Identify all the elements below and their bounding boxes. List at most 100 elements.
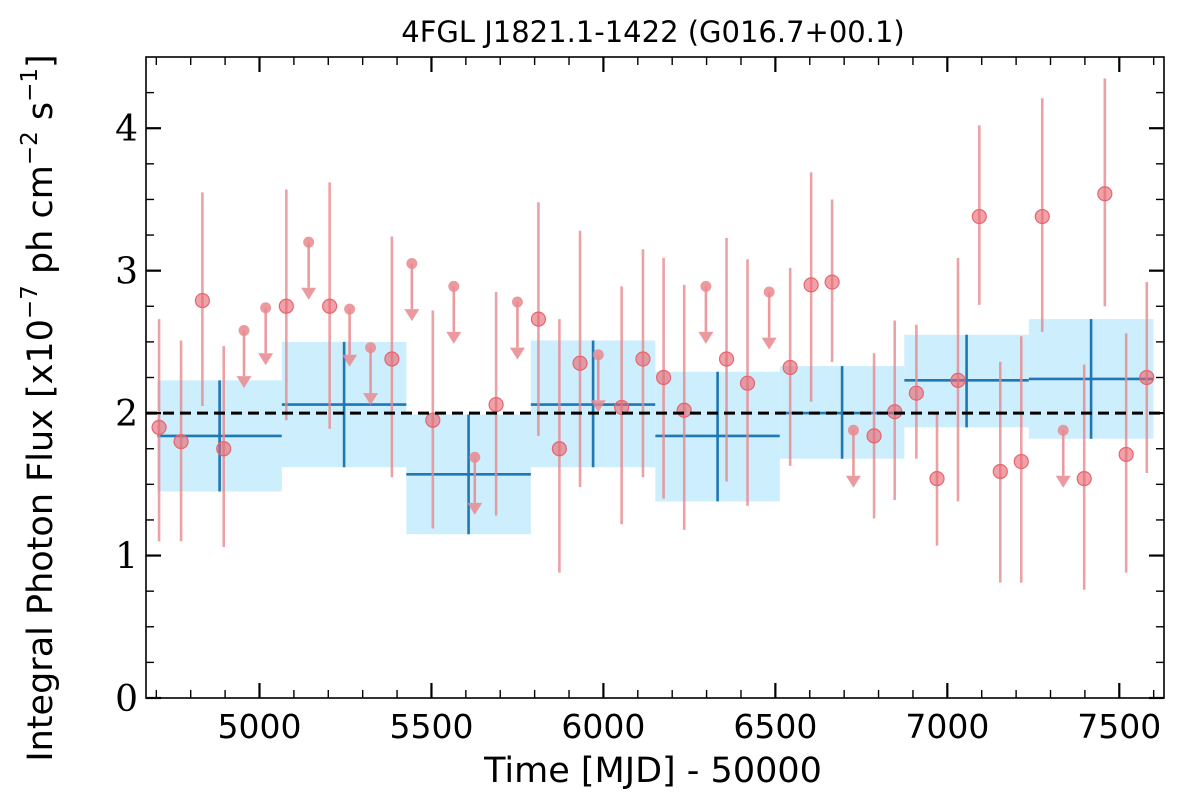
upper-limit-7 — [301, 236, 317, 300]
flux-marker — [425, 412, 441, 428]
y-axis-label-part-a: Integral Photon Flux [x10 — [21, 319, 61, 762]
upper-limit-cap — [511, 296, 523, 308]
long-bin-2 — [406, 414, 531, 535]
long-bin-7 — [1028, 319, 1154, 439]
upper-limit-9 — [342, 303, 358, 367]
flux-marker — [635, 351, 651, 367]
flux-marker — [971, 208, 987, 225]
flux-point-41 — [1013, 336, 1029, 583]
flux-marker — [322, 298, 338, 314]
flux-point-6 — [278, 189, 294, 421]
upper-limit-cap — [448, 280, 460, 292]
flux-point-30 — [782, 267, 798, 466]
short-bins-layer — [151, 78, 1155, 590]
upper-limit-cap — [847, 424, 859, 436]
flux-marker — [908, 385, 924, 401]
upper-limit-arrow — [467, 502, 483, 515]
x-tick-label: 7000 — [905, 707, 989, 746]
upper-limit-cap — [238, 324, 250, 336]
upper-limit-4 — [236, 324, 252, 389]
flux-marker — [1013, 453, 1029, 470]
flux-marker — [572, 355, 588, 371]
upper-limit-33 — [845, 424, 861, 488]
y-axis-label-part-b: ph cm — [21, 165, 61, 285]
upper-limit-arrow — [761, 337, 777, 350]
flux-point-23 — [635, 249, 651, 478]
flux-marker — [782, 359, 798, 376]
upper-limit-12 — [404, 258, 420, 322]
flux-point-45 — [1097, 78, 1113, 307]
flux-point-38 — [950, 257, 966, 502]
flux-marker — [384, 351, 400, 367]
x-tick-label: 6500 — [733, 707, 817, 746]
flux-point-47 — [1139, 282, 1155, 473]
x-axis-label: Time [MJD] - 50000 — [483, 751, 822, 791]
upper-limit-cap — [344, 303, 356, 315]
flux-point-8 — [322, 182, 338, 429]
long-bins-layer — [157, 319, 1154, 535]
flux-point-36 — [908, 324, 924, 459]
flux-marker — [551, 441, 567, 457]
y-axis-label-part-c: s — [21, 102, 61, 131]
flux-point-35 — [887, 320, 903, 501]
flux-marker — [655, 369, 672, 386]
flux-marker — [194, 292, 211, 309]
flux-marker — [1076, 471, 1092, 487]
upper-limit-arrow — [845, 475, 861, 488]
upper-limit-cap — [700, 280, 712, 292]
upper-limit-arrow — [236, 376, 252, 389]
flux-marker — [676, 402, 692, 418]
upper-limit-arrow — [590, 400, 606, 413]
x-tick-label: 7500 — [1077, 707, 1161, 746]
flux-marker — [1097, 186, 1113, 202]
upper-limit-cap — [406, 258, 418, 270]
flux-marker — [216, 441, 232, 457]
plot-frame — [145, 56, 1165, 699]
long-bin-6 — [904, 334, 1029, 428]
upper-limit-cap — [592, 349, 604, 361]
x-tick-labels: 5000 5500 6000 6500 7000 7500 — [218, 707, 1162, 746]
y-axis-label: Integral Photon Flux [x10−7 ph cm−2 s−1] — [17, 54, 61, 761]
upper-limit-15 — [467, 451, 483, 515]
upper-limit-cap — [303, 236, 315, 248]
y-axis-label-part-d: ] — [21, 54, 61, 68]
flux-marker — [992, 463, 1008, 480]
upper-limit-arrow — [258, 353, 274, 366]
flux-point-0 — [151, 319, 167, 542]
upper-limit-arrow — [509, 347, 525, 360]
flux-marker — [151, 419, 167, 435]
upper-limit-cap — [365, 342, 377, 354]
flux-marker — [614, 399, 630, 416]
flux-marker — [824, 274, 840, 290]
flux-marker — [488, 396, 504, 413]
flux-point-34 — [866, 353, 882, 519]
flux-point-27 — [718, 237, 735, 482]
x-tick-label: 5500 — [389, 707, 473, 746]
flux-marker — [1118, 446, 1134, 463]
upper-limit-arrow — [363, 393, 379, 406]
upper-limit-arrow — [301, 287, 317, 300]
flux-point-31 — [803, 172, 819, 402]
flux-point-46 — [1118, 333, 1134, 573]
flux-marker — [739, 375, 756, 391]
x-tick-label: 6000 — [561, 707, 645, 746]
upper-limit-21 — [590, 349, 606, 413]
upper-limit-arrow — [1055, 475, 1071, 488]
flux-point-2 — [194, 192, 211, 406]
long-bin-0 — [157, 380, 282, 492]
flux-point-18 — [530, 202, 547, 436]
flux-marker — [866, 428, 882, 444]
flux-point-28 — [739, 259, 756, 506]
y-axis-label-sup-a: −7 — [17, 285, 43, 319]
flux-point-16 — [488, 292, 504, 516]
flux-point-13 — [425, 310, 441, 529]
flux-marker — [1139, 369, 1155, 386]
flux-point-44 — [1076, 364, 1092, 590]
flux-point-42 — [1034, 98, 1050, 332]
upper-limit-10 — [363, 342, 379, 406]
upper-limit-43 — [1055, 424, 1071, 488]
flux-marker — [803, 277, 819, 293]
flux-marker — [173, 434, 189, 450]
upper-limit-cap — [469, 451, 481, 463]
